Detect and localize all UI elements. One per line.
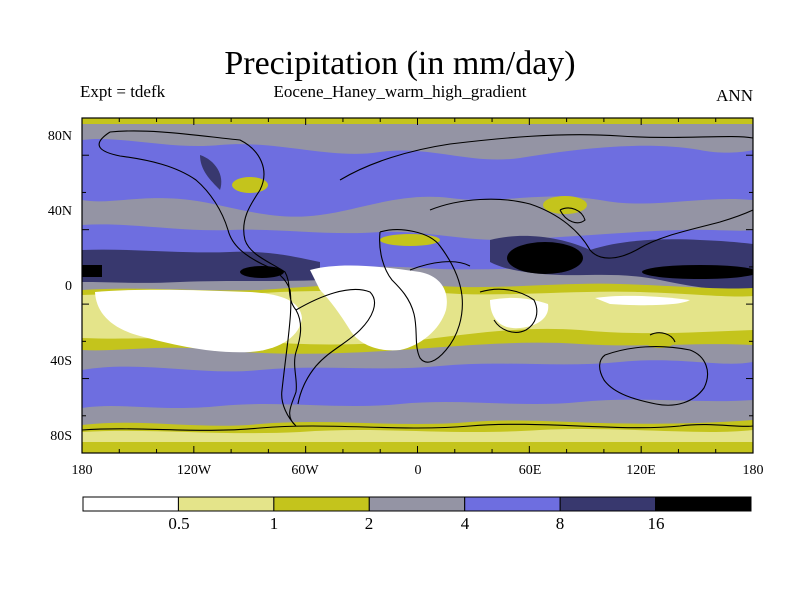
contour-band-0.5-1 bbox=[82, 429, 753, 442]
colorbar-swatch bbox=[559, 496, 657, 512]
contour-band-under-0.5 bbox=[490, 297, 549, 329]
y-tick-label: 80N bbox=[48, 129, 72, 144]
contour-band-4-8 bbox=[82, 360, 753, 408]
island-coastline bbox=[559, 207, 586, 224]
colorbar-level-label: 16 bbox=[648, 514, 665, 533]
colorbar-swatch bbox=[655, 496, 752, 512]
y-axis-labels: 80N 40N 0 40S 80S bbox=[48, 129, 72, 444]
x-tick-label: 120E bbox=[626, 463, 656, 478]
y-tick-label: 0 bbox=[65, 279, 72, 294]
contour-band-over-16 bbox=[642, 265, 753, 279]
x-tick-label: 180 bbox=[72, 463, 93, 478]
contour-band-over-16 bbox=[240, 266, 284, 278]
contour-band-under-0.5 bbox=[595, 295, 690, 306]
contour-band-1-2 bbox=[543, 196, 587, 214]
colorbar-level-label: 1 bbox=[270, 514, 279, 533]
colorbar-level-label: 8 bbox=[556, 514, 565, 533]
experiment-label: Expt = tdefk bbox=[80, 82, 166, 101]
colorbar-swatch bbox=[273, 496, 370, 512]
y-tick-label: 40N bbox=[48, 204, 72, 219]
contour-band-under-0.5 bbox=[95, 289, 302, 353]
y-tick-label: 40S bbox=[50, 354, 72, 369]
colorbar-level-label: 2 bbox=[365, 514, 374, 533]
contour-field bbox=[82, 118, 753, 453]
colorbar-swatch bbox=[464, 496, 561, 512]
contour-band-1-2 bbox=[646, 336, 674, 348]
colorbar-level-label: 0.5 bbox=[168, 514, 189, 533]
x-tick-label: 60E bbox=[519, 463, 542, 478]
x-tick-label: 60W bbox=[291, 463, 319, 478]
continent-outlines bbox=[82, 130, 753, 431]
contour-band-1-2 bbox=[232, 177, 268, 193]
x-tick-label: 120W bbox=[177, 463, 212, 478]
colorbar bbox=[82, 496, 752, 512]
season-label: ANN bbox=[716, 86, 753, 105]
colorbar-swatch bbox=[82, 496, 179, 512]
contour-band-over-16 bbox=[507, 242, 583, 274]
axis-ticks bbox=[81, 117, 754, 454]
x-tick-label: 0 bbox=[415, 463, 422, 478]
contour-band-8-16 bbox=[200, 155, 222, 190]
case-label: Eocene_Haney_warm_high_gradient bbox=[273, 82, 527, 101]
contour-band-4-8 bbox=[82, 138, 753, 217]
contour-band-1-2 bbox=[380, 234, 440, 246]
plot-title: Precipitation (in mm/day) bbox=[224, 45, 576, 82]
contour-band-over-16 bbox=[82, 265, 102, 277]
eurasia-coastline bbox=[339, 134, 753, 271]
africa-coastline bbox=[379, 229, 463, 363]
south-america-coastline bbox=[295, 288, 375, 405]
contour-band-under-0.5 bbox=[310, 265, 447, 351]
x-tick-label: 180 bbox=[743, 463, 764, 478]
americas-coastline bbox=[98, 130, 302, 427]
island-coastline bbox=[649, 332, 676, 343]
colorbar-swatch bbox=[368, 496, 466, 512]
x-axis-labels: 180 120W 60W 0 60E 120E 180 bbox=[72, 463, 764, 478]
india-coastline bbox=[479, 288, 538, 333]
colorbar-swatch bbox=[177, 496, 275, 512]
australia-coastline bbox=[599, 346, 708, 406]
colorbar-level-label: 4 bbox=[461, 514, 470, 533]
antarctica-coastline bbox=[82, 423, 753, 431]
colorbar-labels: 0.5 1 2 4 8 16 bbox=[168, 514, 664, 533]
y-tick-label: 80S bbox=[50, 429, 72, 444]
